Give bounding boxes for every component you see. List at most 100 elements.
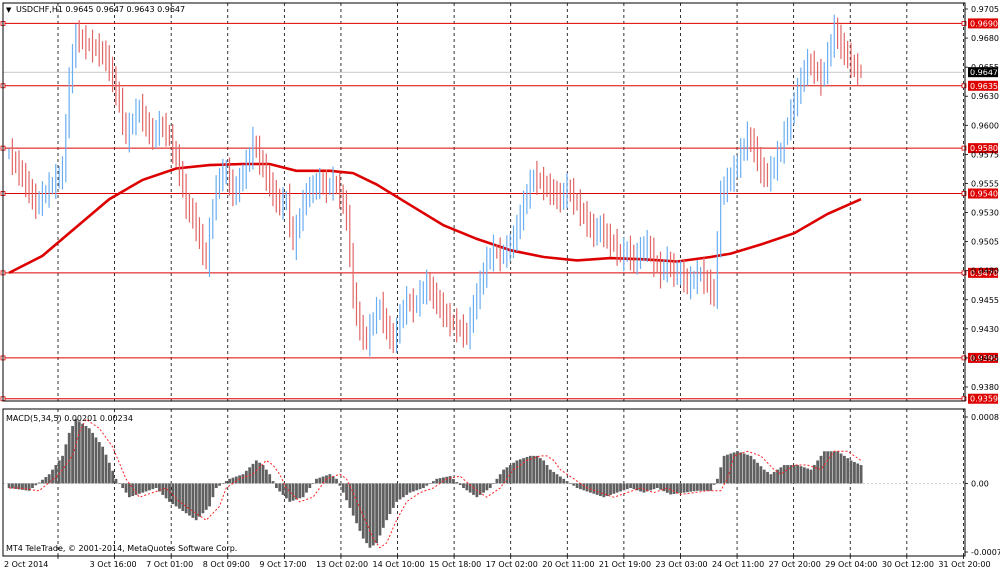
macd-bar [331, 476, 335, 484]
current-price-label-bg [968, 67, 998, 78]
macd-bar [575, 483, 579, 489]
level-price-label-bg [968, 188, 998, 199]
macd-bar [348, 483, 352, 508]
macd-bar [769, 474, 773, 484]
macd-bar [635, 483, 639, 491]
x-tick-label: 27 Oct 20:00 [769, 560, 821, 569]
macd-bar [114, 478, 118, 484]
macd-bar [107, 462, 111, 484]
macd-bar [612, 483, 616, 494]
macd-bar [298, 483, 302, 499]
macd-bar [642, 483, 646, 493]
current-price-label: 0.9647 [970, 68, 998, 77]
level-price-label-bg [968, 267, 998, 278]
macd-bar [285, 483, 288, 499]
macd-bar [806, 468, 810, 484]
x-tick-label: 9 Oct 17:00 [259, 560, 306, 569]
level-handle [961, 145, 967, 151]
macd-bar [498, 474, 502, 484]
macd-bar [61, 455, 64, 484]
macd-bar [816, 460, 820, 484]
macd-bar [602, 483, 606, 498]
level-price-label: 0.9635 [970, 82, 998, 91]
macd-bar [669, 483, 673, 495]
macd-bar [141, 483, 145, 493]
macd-bar [552, 471, 556, 484]
macd-bar [44, 476, 48, 484]
level-price-label-bg [968, 143, 998, 154]
macd-bar [639, 483, 642, 492]
macd-bar [522, 458, 526, 484]
macd-header: MACD(5,34,5) 0.00201 0.00234 [6, 414, 133, 423]
symbol-menu-icon[interactable]: ▼ [6, 6, 12, 14]
macd-bar [97, 442, 101, 484]
macd-bar [749, 455, 753, 484]
macd-bar [706, 483, 709, 491]
macd-bar [685, 483, 689, 493]
macd-bar [391, 483, 395, 508]
macd-bar [756, 462, 759, 484]
macd-bar [168, 483, 171, 502]
macd-bar [154, 483, 158, 489]
symbol-header: USDCHF,H1 0.9645 0.9647 0.9643 0.9647 [16, 5, 185, 14]
macd-bar [415, 483, 419, 491]
x-tick-label: 15 Oct 18:00 [429, 560, 481, 569]
macd-bar [799, 466, 803, 484]
macd-bar [138, 483, 141, 494]
macd-bar [645, 483, 649, 492]
macd-bar [151, 483, 155, 490]
macd-bar [455, 482, 459, 484]
macd-bar [148, 483, 151, 491]
macd-bar [301, 483, 305, 498]
macd-bar [465, 483, 469, 491]
macd-bar [358, 483, 362, 531]
macd-bar [689, 483, 693, 492]
y-tick-label: 0.9380 [971, 383, 999, 392]
y-tick-label: 0.9600 [971, 121, 999, 130]
macd-bar [782, 465, 786, 484]
x-tick-label: 7 Oct 01:00 [146, 560, 193, 569]
y-tick-label: 0.9455 [971, 296, 999, 305]
macd-bar [472, 483, 475, 495]
macd-bar [528, 455, 532, 484]
macd-bar [204, 483, 208, 510]
macd-bar [178, 483, 181, 509]
macd-bar [445, 476, 449, 484]
x-tick-label: 21 Oct 19:00 [599, 560, 651, 569]
macd-bar [398, 483, 402, 500]
macd-bar [411, 483, 415, 492]
macd-bar [174, 483, 178, 507]
macd-bar [836, 451, 840, 484]
macd-bar [569, 483, 572, 485]
y-tick-label: 0.9430 [971, 325, 999, 334]
macd-bar [822, 451, 826, 484]
macd-bar [492, 483, 495, 485]
macd-bar [589, 483, 592, 493]
macd-tick-label: 0.00081 [971, 413, 1000, 422]
macd-bar [191, 483, 195, 518]
macd-bar [438, 478, 442, 484]
level-price-label: 0.9690 [970, 19, 998, 28]
macd-bar [652, 483, 656, 490]
macd-bar [67, 432, 71, 484]
macd-bar [198, 483, 201, 517]
macd-bar [792, 465, 796, 484]
macd-bar [548, 469, 552, 484]
macd-bar [385, 483, 389, 521]
macd-bar [482, 483, 485, 493]
macd-bar [184, 483, 188, 514]
macd-bar [565, 481, 569, 484]
y-tick-label: 0.9680 [971, 34, 999, 43]
macd-bar [341, 483, 345, 493]
macd-bar [856, 463, 860, 484]
macd-bar [699, 483, 703, 491]
macd-indicator [7, 418, 863, 549]
macd-bar [201, 483, 205, 514]
macd-bar [665, 483, 669, 493]
macd-bar [538, 458, 542, 484]
macd-bar [14, 483, 18, 489]
horizontal-levels[interactable]: 0.9690 0.9635 0.9580 0.9540 0.9470 0.9395 0.93… [0, 18, 998, 404]
macd-bar [77, 421, 81, 484]
